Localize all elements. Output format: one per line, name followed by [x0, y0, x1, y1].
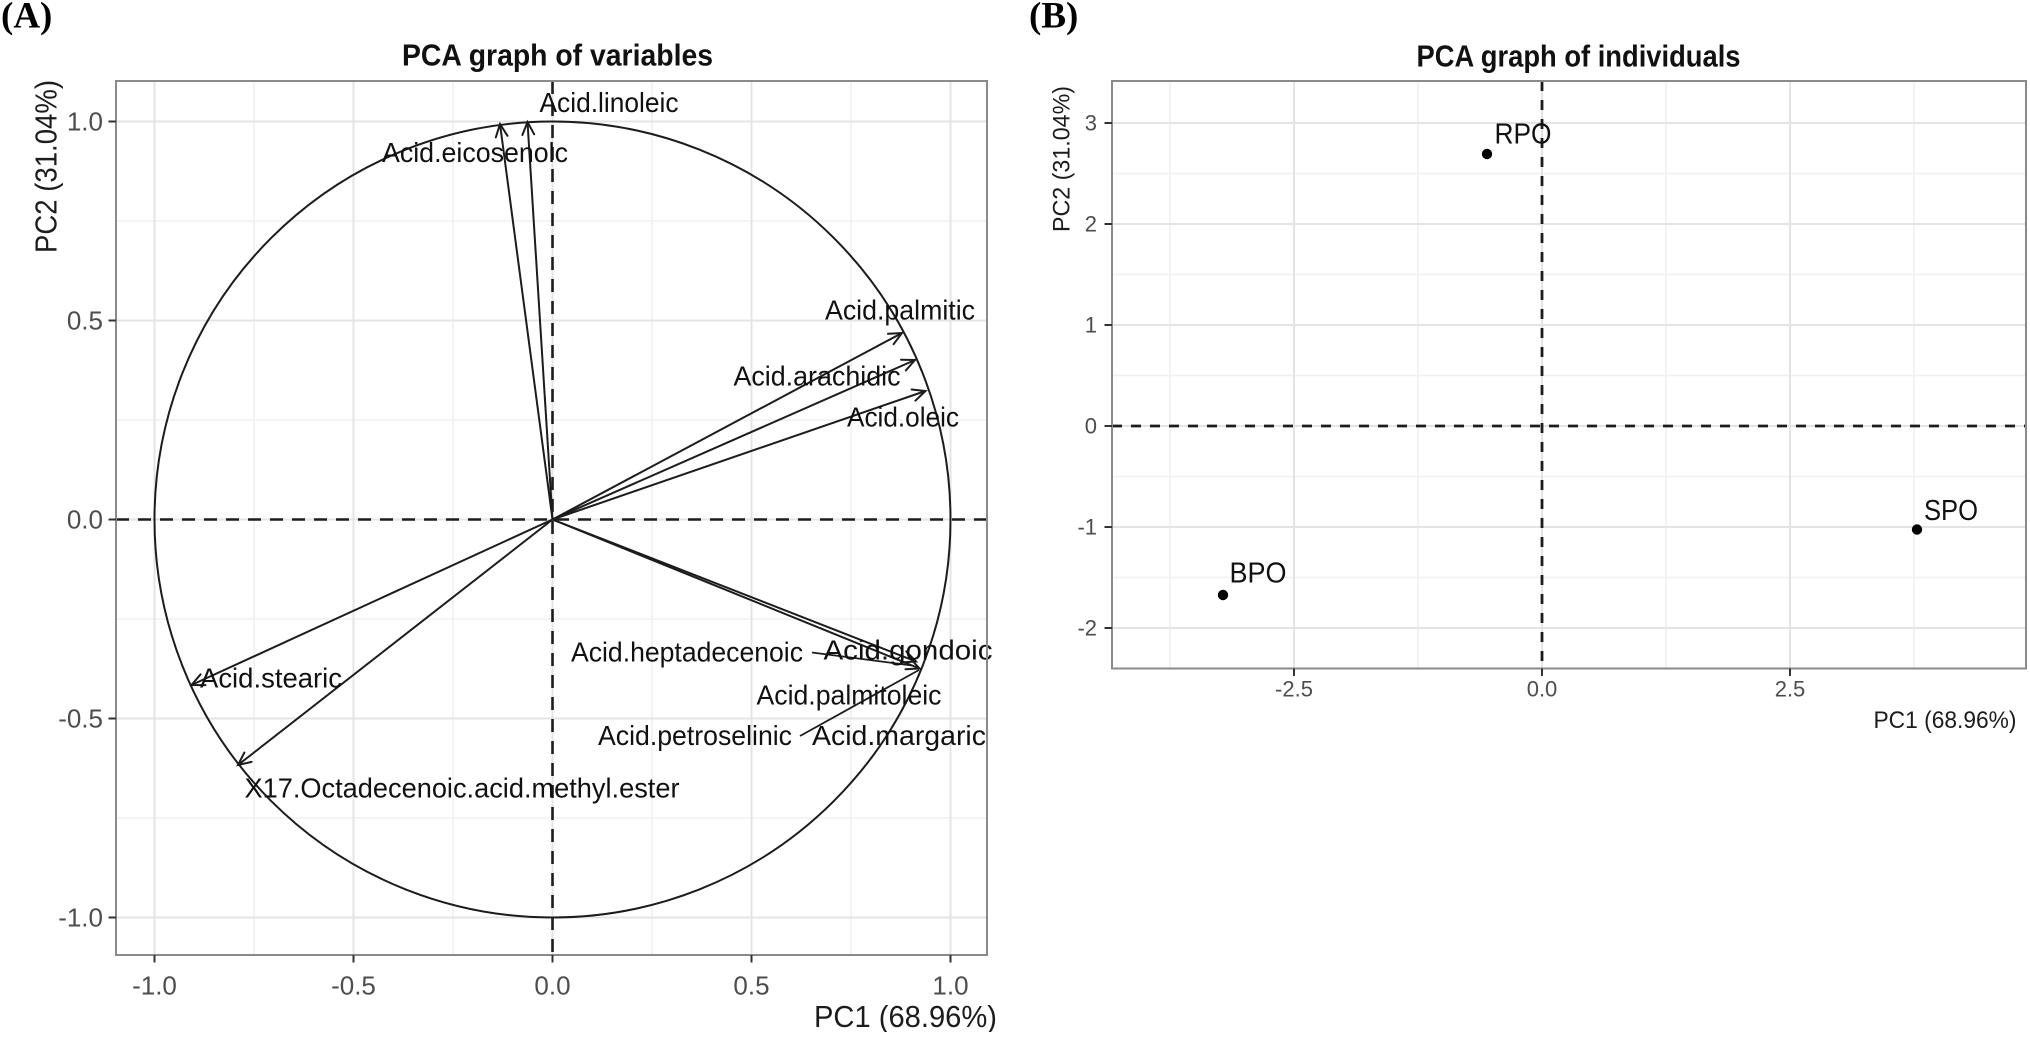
svg-text:PC2 (31.04%): PC2 (31.04%)	[29, 80, 64, 253]
svg-text:0.0: 0.0	[67, 505, 103, 535]
svg-text:Acid.stearic: Acid.stearic	[200, 663, 342, 694]
svg-text:-1: -1	[1077, 515, 1097, 540]
svg-text:1.0: 1.0	[67, 107, 103, 137]
svg-text:Acid.gondoic: Acid.gondoic	[824, 635, 993, 666]
svg-text:(B): (B)	[1029, 0, 1078, 37]
svg-text:-2.5: -2.5	[1275, 677, 1313, 702]
svg-text:X17.Octadecenoic.acid.methyl.e: X17.Octadecenoic.acid.methyl.ester	[245, 773, 680, 804]
svg-text:-2: -2	[1077, 616, 1097, 641]
svg-text:1: 1	[1085, 313, 1097, 338]
svg-text:Acid.eicosenolc: Acid.eicosenolc	[382, 137, 568, 168]
svg-text:2: 2	[1085, 212, 1097, 237]
svg-text:RPO: RPO	[1495, 119, 1552, 151]
svg-text:0.0: 0.0	[534, 971, 570, 1001]
svg-text:Acid.palmitic: Acid.palmitic	[825, 295, 975, 326]
svg-text:0.5: 0.5	[67, 306, 103, 336]
svg-text:Acid.margaric: Acid.margaric	[812, 720, 986, 751]
svg-text:Acid.oleic: Acid.oleic	[847, 402, 959, 433]
svg-text:Acid.palmitoleic: Acid.palmitoleic	[757, 680, 942, 711]
svg-text:Acid.arachidic: Acid.arachidic	[734, 361, 901, 392]
svg-text:Acid.linoleic: Acid.linoleic	[540, 87, 679, 118]
svg-text:Acid.petroselinic: Acid.petroselinic	[598, 720, 792, 751]
svg-text:PC2 (31.04%): PC2 (31.04%)	[1049, 86, 1076, 232]
svg-text:-0.5: -0.5	[331, 971, 376, 1001]
svg-text:PCA graph of variables: PCA graph of variables	[402, 38, 713, 73]
svg-text:(A): (A)	[1, 0, 52, 37]
svg-text:PC1 (68.96%): PC1 (68.96%)	[814, 999, 997, 1032]
svg-text:-1.0: -1.0	[132, 971, 177, 1001]
svg-text:1.0: 1.0	[932, 971, 968, 1001]
svg-text:0: 0	[1085, 414, 1097, 439]
svg-text:PC1 (68.96%): PC1 (68.96%)	[1874, 707, 2017, 734]
svg-text:0.5: 0.5	[733, 971, 769, 1001]
svg-text:-0.5: -0.5	[58, 704, 103, 734]
svg-text:0.0: 0.0	[1527, 677, 1558, 702]
svg-text:PCA graph of individuals: PCA graph of individuals	[1417, 39, 1741, 74]
svg-text:SPO: SPO	[1924, 495, 1978, 527]
svg-text:BPO: BPO	[1230, 558, 1287, 590]
svg-text:2.5: 2.5	[1775, 677, 1806, 702]
svg-text:3: 3	[1085, 111, 1097, 136]
svg-text:Acid.heptadecenoic: Acid.heptadecenoic	[571, 637, 803, 668]
svg-text:-1.0: -1.0	[58, 903, 103, 933]
